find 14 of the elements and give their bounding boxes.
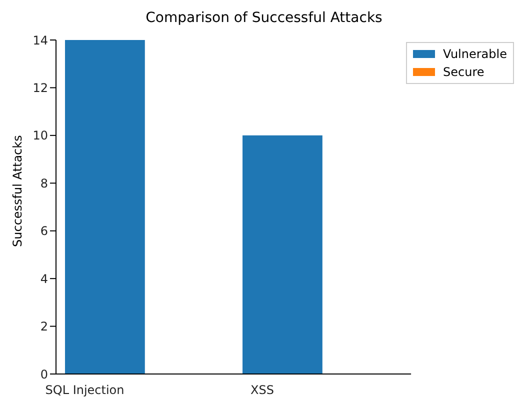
x-tick-label: XSS — [250, 383, 274, 397]
y-axis-title: Successful Attacks — [10, 135, 24, 247]
legend-label: Secure — [443, 64, 484, 81]
x-tick-label: SQL Injection — [45, 383, 124, 397]
y-tick-label: 12 — [32, 80, 48, 95]
legend-label: Vulnerable — [443, 46, 507, 63]
y-tick-label: 10 — [32, 128, 48, 143]
y-tick-label: 14 — [32, 33, 48, 48]
y-tick-label: 6 — [40, 224, 48, 238]
y-tick-label: 2 — [40, 320, 48, 334]
y-tick-label: 8 — [40, 176, 48, 190]
y-tick-label: 4 — [40, 272, 48, 286]
y-tick-label: 0 — [40, 367, 48, 382]
chart-title: Comparison of Successful Attacks — [144, 9, 384, 28]
